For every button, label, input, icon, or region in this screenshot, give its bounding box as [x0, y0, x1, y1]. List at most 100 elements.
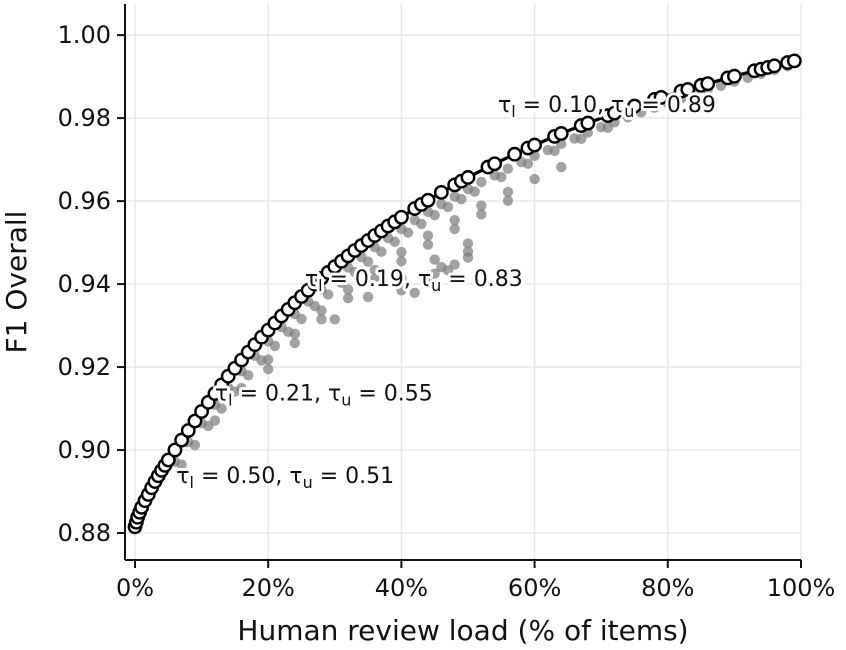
dominated-point — [462, 246, 474, 257]
dominated-point — [396, 285, 407, 296]
dominated-point — [522, 158, 534, 169]
dominated-point — [329, 314, 340, 325]
frontier-point — [420, 192, 436, 208]
frontier-point — [433, 184, 449, 200]
grid — [125, 4, 802, 560]
dominated-point — [462, 238, 474, 249]
x-axis-label: Human review load (% of items) — [237, 614, 688, 647]
axes: 0% 20% 40% 60% 80% 100% 0.88 0.90 0.92 0.94 0.96 0.… — [58, 4, 835, 602]
frontier-point — [786, 53, 802, 69]
dominated-point — [396, 273, 407, 284]
frontier-point — [700, 76, 716, 92]
frontier-point — [393, 209, 409, 225]
dominated-point — [602, 122, 614, 133]
dominated-point — [262, 354, 274, 365]
dominated-point — [476, 176, 487, 188]
y-tick-label-4: 0.96 — [58, 187, 111, 215]
dominated-point — [362, 291, 374, 303]
dominated-point — [422, 230, 434, 241]
dominated-point — [456, 193, 467, 205]
dominated-point — [529, 173, 540, 185]
frontier-point — [460, 170, 476, 185]
dominated-point — [476, 200, 487, 211]
frontier-point — [167, 442, 183, 458]
dominated-point — [422, 277, 434, 289]
dominated-point — [349, 266, 360, 278]
frontier-point — [726, 68, 742, 84]
dominated-point — [316, 314, 327, 325]
dominated-point — [502, 195, 514, 206]
dominated-point — [189, 439, 201, 451]
x-tick-label-1: 20% — [242, 574, 295, 602]
dominated-point — [342, 284, 354, 295]
dominated-point — [429, 254, 440, 265]
frontier-point — [507, 146, 523, 162]
x-tick-label-2: 40% — [375, 574, 428, 602]
y-tick-label-0: 0.88 — [58, 519, 111, 547]
dominated-point — [296, 313, 307, 325]
dominated-point — [362, 256, 374, 267]
dominated-point — [429, 209, 440, 221]
annotations: τl = 0.10, τu = 0.89 τl = 0.19, τu = 0.83… — [173, 90, 719, 495]
threshold-annotation-2: τl = 0.21, τu = 0.55 — [215, 381, 433, 409]
dominated-point — [216, 403, 227, 414]
frontier-point — [607, 105, 622, 121]
dominated-point — [502, 163, 514, 174]
dominated-points — [156, 61, 793, 477]
dominated-point — [402, 227, 414, 238]
frontier-point — [580, 115, 596, 131]
dominated-point — [622, 112, 634, 123]
pareto-frontier — [127, 53, 802, 535]
dominated-point — [549, 145, 560, 157]
x-tick-label-4: 80% — [641, 574, 694, 602]
dominated-point — [289, 337, 301, 349]
dominated-point — [502, 186, 514, 198]
dominated-point — [429, 268, 440, 279]
dominated-point — [369, 264, 380, 276]
dominated-point — [369, 273, 380, 285]
dominated-point — [469, 186, 480, 197]
dominated-point — [269, 340, 281, 352]
frontier-point — [627, 98, 642, 114]
dominated-point — [496, 171, 507, 183]
dominated-point — [442, 265, 454, 276]
frontier-point — [553, 126, 569, 141]
dominated-point — [336, 277, 347, 289]
dominated-point — [422, 239, 434, 250]
y-axis-label: F1 Overall — [0, 211, 33, 354]
frontier-point — [653, 89, 669, 105]
y-tick-label-5: 0.98 — [58, 104, 111, 132]
dominated-point — [209, 415, 221, 426]
dominated-point — [289, 328, 301, 340]
y-tick-label-2: 0.92 — [58, 353, 111, 381]
y-tick-label-1: 0.90 — [58, 436, 111, 464]
dominated-point — [389, 236, 400, 247]
dominated-point — [376, 246, 387, 257]
frontier-point — [487, 156, 503, 172]
dominated-point — [262, 363, 274, 375]
x-tick-label-3: 60% — [508, 574, 561, 602]
dominated-point — [442, 201, 454, 213]
y-tick-label-3: 0.94 — [58, 270, 111, 298]
dominated-point — [396, 256, 407, 267]
dominated-point — [576, 133, 587, 145]
dominated-point — [416, 218, 427, 230]
dominated-point — [556, 161, 567, 173]
frontier-point — [160, 452, 176, 468]
dominated-point — [322, 289, 334, 300]
dominated-point — [176, 459, 187, 470]
dominated-point — [476, 209, 487, 220]
frontier-line — [133, 59, 795, 528]
frontier-point — [527, 137, 542, 153]
dominated-point — [396, 246, 407, 258]
dominated-point — [449, 214, 460, 226]
dominated-point — [243, 370, 254, 381]
threshold-annotation-3: τl = 0.50, τu = 0.51 — [176, 464, 394, 492]
threshold-annotation-1: τl = 0.19, τu = 0.83 — [305, 267, 523, 295]
dominated-point — [236, 383, 247, 394]
threshold-annotation-0: τl = 0.10, τu = 0.89 — [498, 93, 716, 121]
dominated-point — [409, 287, 420, 298]
dominated-point — [342, 292, 354, 304]
